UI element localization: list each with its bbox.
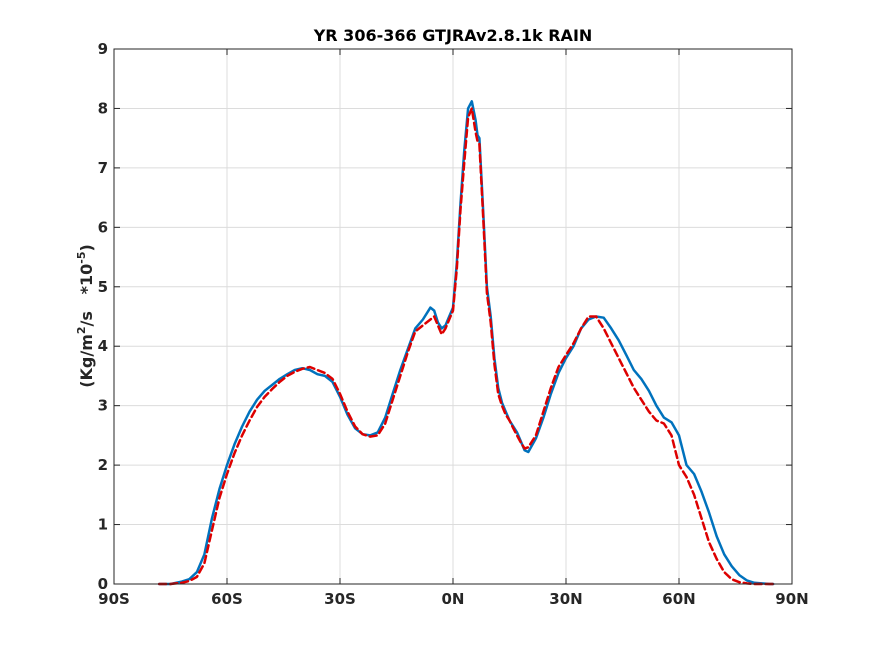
y-tick-label: 1 <box>98 516 108 534</box>
y-tick-label: 0 <box>98 575 108 593</box>
x-tick-label: 60N <box>662 590 695 608</box>
y-tick-label: 4 <box>98 337 108 355</box>
y-axis-label-sup2: -5 <box>75 252 88 264</box>
y-tick-label: 3 <box>98 397 108 415</box>
x-tick-label: 90S <box>98 590 130 608</box>
x-tick-label: 90N <box>775 590 808 608</box>
y-tick-label: 5 <box>98 278 108 296</box>
y-axis-label-sup1: 2 <box>75 326 88 334</box>
series-layer <box>157 100 775 586</box>
y-tick-label: 2 <box>98 456 108 474</box>
axis-ticks <box>113 48 793 585</box>
x-tick-label: 0N <box>442 590 465 608</box>
y-axis-label: (Kg/m2/s *10-5) <box>75 244 96 388</box>
y-tick-label: 7 <box>98 159 108 177</box>
x-tick-labels: 90S 60S 30S 0N 30N 60N 90N <box>98 590 809 608</box>
y-tick-label: 8 <box>98 99 108 117</box>
chart-title: YR 306-366 GTJRAv2.8.1k RAIN <box>313 26 593 45</box>
y-tick-labels: 0 1 2 3 4 5 6 7 8 9 <box>98 40 108 593</box>
series-line-solid-blue <box>157 100 775 586</box>
y-axis-label-end: ) <box>77 244 96 251</box>
x-tick-label: 30S <box>324 590 356 608</box>
y-tick-label: 9 <box>98 40 108 58</box>
x-tick-label: 60S <box>211 590 243 608</box>
series-line-dashed-red <box>157 107 775 586</box>
y-axis-label-mid: /s *10 <box>77 264 96 327</box>
y-axis-label-main: (Kg/m <box>77 334 96 388</box>
x-tick-label: 30N <box>549 590 582 608</box>
y-tick-label: 6 <box>98 218 108 236</box>
